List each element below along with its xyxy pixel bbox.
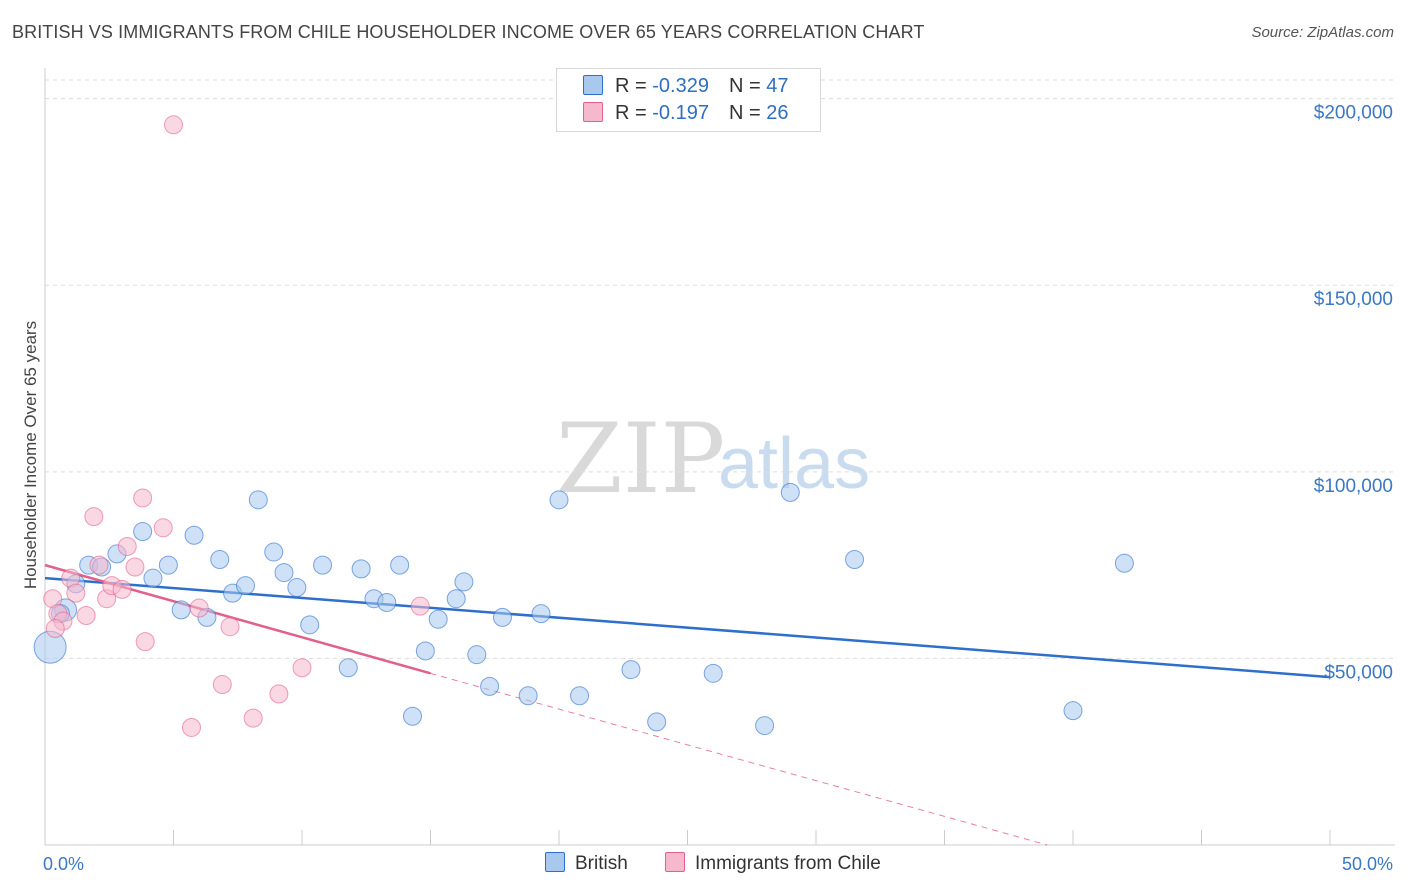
british-point (467, 645, 487, 665)
british-point (264, 542, 284, 562)
chile-point (189, 598, 209, 618)
chile-r-label: R = (615, 102, 653, 124)
bottom-legend-chile: Immigrants from Chile (665, 852, 881, 875)
chile-n-label: N = (728, 102, 767, 124)
british-point (300, 615, 320, 635)
british-point (338, 658, 358, 678)
british-point (210, 550, 230, 570)
y-axis-label: Householder Income Over 65 years (21, 321, 40, 589)
british-point (518, 686, 538, 706)
british-point (287, 578, 307, 598)
axes (44, 68, 1395, 846)
british-point (755, 716, 775, 736)
chile-point (243, 708, 263, 728)
chile-legend-label: Immigrants from Chile (695, 853, 881, 874)
x-tick-label-min: 0.0% (43, 854, 84, 874)
british-point (492, 607, 512, 627)
british-point (428, 609, 448, 629)
british-point (845, 550, 865, 570)
chile-point (135, 632, 155, 652)
british-point (274, 563, 294, 583)
british-point (531, 604, 551, 624)
chile-point (117, 536, 137, 556)
chile-point (220, 617, 240, 637)
chile-point (45, 619, 65, 639)
british-point (703, 663, 723, 683)
chile-swatch-icon (583, 102, 603, 122)
british-r-label: R = (615, 75, 653, 97)
chile-point (133, 488, 153, 508)
y-tick-label: $200,000 (1314, 103, 1393, 124)
chile-point (292, 658, 312, 678)
gridlines (45, 79, 1395, 659)
british-point (313, 555, 333, 575)
chile-point (212, 675, 232, 695)
y-tick-label: $50,000 (1324, 662, 1393, 683)
british-point (570, 686, 590, 706)
chile-point (84, 507, 104, 527)
british-point (158, 555, 178, 575)
chile-trendline-extension (430, 672, 1048, 846)
chile-legend-swatch-icon (665, 852, 685, 872)
y-tick-label: $150,000 (1314, 289, 1393, 310)
british-point (171, 600, 191, 620)
british-point (780, 482, 800, 502)
british-legend-swatch-icon (545, 852, 565, 872)
x-tick-label-max: 50.0% (1342, 854, 1393, 874)
british-point (549, 490, 569, 510)
british-point (415, 641, 435, 661)
british-points (33, 482, 1134, 736)
british-point (446, 589, 466, 609)
british-n-label: N = (728, 75, 767, 97)
y-tick-label: $100,000 (1314, 476, 1393, 497)
british-point (184, 525, 204, 545)
tick-labels: $50,000 $100,000 $150,000 $200,000 0.0% 50.0% (43, 103, 1393, 874)
british-point (1063, 701, 1083, 721)
chile-point (76, 606, 96, 625)
chile-point (89, 555, 109, 575)
british-legend-label: British (575, 853, 628, 874)
correlation-legend: R = -0.329 N = 47 R = -0.197 N = 26 (556, 68, 821, 132)
chart-title: BRITISH VS IMMIGRANTS FROM CHILE HOUSEHO… (12, 22, 925, 42)
watermark: ZIP atlas (556, 403, 870, 515)
chile-point (112, 579, 132, 599)
chile-r-value: -0.197 (652, 102, 709, 124)
legend-row-british: R = -0.329 N = 47 (583, 75, 788, 101)
chile-point (153, 518, 173, 538)
british-swatch-icon (583, 75, 603, 95)
watermark-zip: ZIP (556, 403, 725, 515)
chile-point (164, 115, 183, 135)
british-point (377, 592, 397, 612)
british-r-value: -0.329 (652, 75, 709, 97)
chile-point (125, 557, 145, 577)
chile-points (43, 115, 430, 737)
bottom-legend-british: British (545, 852, 628, 875)
legend-row-chile: R = -0.197 N = 26 (583, 102, 788, 128)
british-point (248, 490, 268, 510)
british-point (351, 559, 371, 579)
british-point (390, 555, 410, 575)
british-point (480, 676, 500, 696)
british-point (133, 522, 153, 542)
british-trendline (44, 576, 1331, 679)
british-point (454, 572, 474, 592)
chile-point (269, 684, 289, 704)
british-point (1114, 553, 1134, 573)
chile-point (410, 596, 430, 616)
british-point (621, 660, 641, 680)
chile-point (66, 583, 86, 603)
chile-n-value: 26 (766, 102, 789, 124)
british-point (235, 576, 255, 596)
british-point (143, 568, 163, 588)
british-point (647, 712, 667, 732)
trendlines (44, 563, 1331, 846)
source-label: Source: ZipAtlas.com (1251, 24, 1394, 41)
british-n-value: 47 (766, 75, 789, 97)
british-point (403, 706, 423, 726)
chile-point (181, 717, 201, 737)
